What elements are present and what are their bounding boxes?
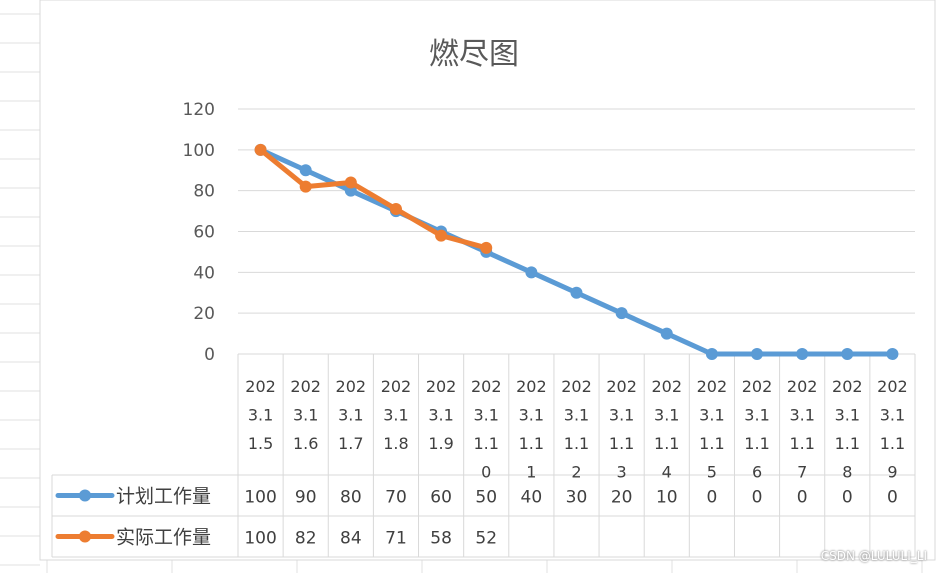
- table-cell-value: 52: [475, 529, 497, 549]
- y-tick-label: 100: [183, 141, 215, 161]
- table-cell-value: 84: [340, 529, 362, 549]
- y-tick-label: 20: [193, 304, 215, 324]
- table-cell-value: 71: [385, 529, 407, 549]
- table-cell-value: 80: [340, 488, 362, 508]
- x-category-label: 202 3.1 1.5: [245, 377, 276, 453]
- table-cell-value: 70: [385, 488, 407, 508]
- series-lines: [254, 143, 899, 360]
- x-category-label: 202 3.1 1.1 3: [606, 377, 637, 482]
- data-point: [570, 286, 583, 299]
- table-cell-value: 90: [295, 488, 317, 508]
- x-category-label: 202 3.1 1.1 0: [471, 377, 502, 482]
- data-point: [841, 348, 854, 360]
- x-category-label: 202 3.1 1.1 4: [651, 377, 682, 482]
- y-tick-label: 120: [183, 100, 215, 120]
- y-tick-label: 0: [204, 345, 215, 365]
- legend-key-marker: [79, 530, 91, 543]
- legend-label: 实际工作量: [116, 527, 211, 549]
- y-axis-tick-labels: 0 20 40 60 80 100 120: [183, 100, 215, 365]
- table-cell-value: 100: [244, 488, 276, 508]
- table-cell-value: 58: [430, 529, 452, 549]
- table-cell-value: 0: [797, 488, 808, 508]
- table-cell-value: 82: [295, 529, 317, 549]
- table-cell-value: 0: [752, 488, 763, 508]
- table-cell-value: 0: [887, 488, 898, 508]
- data-point: [344, 176, 357, 189]
- data-point: [435, 229, 448, 242]
- x-category-label: 202 3.1 1.1 9: [877, 377, 908, 482]
- table-cell-value: 0: [842, 488, 853, 508]
- y-tick-label: 40: [193, 263, 215, 283]
- table-cell-value: 20: [611, 488, 633, 508]
- data-point: [796, 348, 809, 360]
- watermark: CSDN @LULULI_LI: [820, 549, 927, 563]
- y-tick-label: 80: [193, 182, 215, 202]
- data-table: 202 3.1 1.5 202 3.1 1.6 202 3.1 1.7 202 3.1 1.8 202 3…: [51, 354, 916, 558]
- series-0: [254, 143, 899, 360]
- legend-key-marker: [79, 489, 91, 502]
- data-point: [660, 327, 673, 340]
- x-category-label: 202 3.1 1.1 1: [516, 377, 547, 482]
- data-point: [525, 266, 538, 279]
- x-category-label: 202 3.1 1.9: [426, 377, 457, 453]
- x-category-label: 202 3.1 1.1 2: [561, 377, 592, 482]
- data-point: [751, 348, 764, 360]
- table-cell-value: 30: [566, 488, 588, 508]
- x-category-label: 202 3.1 1.1 8: [832, 377, 863, 482]
- chart-title: 燃尽图: [429, 37, 519, 72]
- x-category-label: 202 3.1 1.1 7: [787, 377, 818, 482]
- table-cell-value: 50: [475, 488, 497, 508]
- y-tick-label: 60: [193, 223, 215, 243]
- x-category-label: 202 3.1 1.8: [381, 377, 412, 453]
- table-cell-value: 0: [706, 488, 717, 508]
- horizontal-gridlines: [238, 108, 915, 355]
- table-cell-value: 60: [430, 488, 452, 508]
- data-point: [299, 180, 312, 193]
- x-category-label: 202 3.1 1.7: [336, 377, 367, 453]
- series-1: [254, 143, 493, 254]
- table-cell-value: 10: [656, 488, 678, 508]
- data-point: [886, 348, 899, 360]
- legend-label: 计划工作量: [116, 486, 211, 508]
- data-point: [254, 143, 267, 156]
- data-point: [389, 203, 402, 216]
- x-category-label: 202 3.1 1.1 6: [742, 377, 773, 482]
- data-point: [299, 164, 312, 177]
- data-point: [480, 241, 493, 254]
- table-cell-value: 40: [521, 488, 543, 508]
- series-line: [258, 147, 489, 251]
- data-point: [615, 307, 628, 320]
- table-cell-value: 100: [244, 529, 276, 549]
- data-point: [705, 348, 718, 360]
- x-category-label: 202 3.1 1.6: [290, 377, 321, 453]
- x-category-label: 202 3.1 1.1 5: [697, 377, 728, 482]
